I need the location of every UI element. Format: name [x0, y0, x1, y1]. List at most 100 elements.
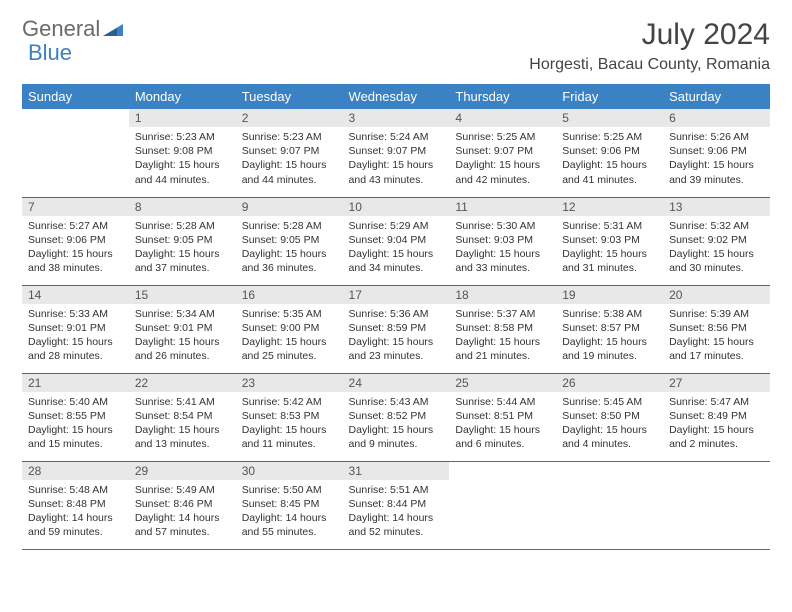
weekday-header: Tuesday [236, 84, 343, 109]
calendar-cell: 27Sunrise: 5:47 AMSunset: 8:49 PMDayligh… [663, 373, 770, 461]
weekday-header: Monday [129, 84, 236, 109]
calendar-cell: 21Sunrise: 5:40 AMSunset: 8:55 PMDayligh… [22, 373, 129, 461]
logo-text-1: General [22, 18, 100, 40]
day-number: 21 [22, 374, 129, 392]
header: General July 2024 Horgesti, Bacau County… [22, 18, 770, 74]
day-number: 9 [236, 198, 343, 216]
calendar-cell: 23Sunrise: 5:42 AMSunset: 8:53 PMDayligh… [236, 373, 343, 461]
day-number: 19 [556, 286, 663, 304]
day-details: Sunrise: 5:28 AMSunset: 9:05 PMDaylight:… [129, 216, 236, 280]
calendar-cell: 22Sunrise: 5:41 AMSunset: 8:54 PMDayligh… [129, 373, 236, 461]
day-details: Sunrise: 5:49 AMSunset: 8:46 PMDaylight:… [129, 480, 236, 544]
calendar-cell: 28Sunrise: 5:48 AMSunset: 8:48 PMDayligh… [22, 461, 129, 549]
day-details: Sunrise: 5:33 AMSunset: 9:01 PMDaylight:… [22, 304, 129, 368]
calendar-cell: 20Sunrise: 5:39 AMSunset: 8:56 PMDayligh… [663, 285, 770, 373]
weekday-header: Sunday [22, 84, 129, 109]
day-number: 22 [129, 374, 236, 392]
weekday-header: Saturday [663, 84, 770, 109]
calendar-cell: 2Sunrise: 5:23 AMSunset: 9:07 PMDaylight… [236, 109, 343, 197]
calendar-row: 28Sunrise: 5:48 AMSunset: 8:48 PMDayligh… [22, 461, 770, 549]
calendar-cell: . [449, 461, 556, 549]
day-number: 29 [129, 462, 236, 480]
day-details: Sunrise: 5:40 AMSunset: 8:55 PMDaylight:… [22, 392, 129, 456]
day-details: Sunrise: 5:25 AMSunset: 9:06 PMDaylight:… [556, 127, 663, 191]
day-number: 5 [556, 109, 663, 127]
day-number: 17 [343, 286, 450, 304]
calendar-cell: 15Sunrise: 5:34 AMSunset: 9:01 PMDayligh… [129, 285, 236, 373]
day-number: 16 [236, 286, 343, 304]
day-number: 1 [129, 109, 236, 127]
weekday-header: Thursday [449, 84, 556, 109]
day-details: Sunrise: 5:23 AMSunset: 9:07 PMDaylight:… [236, 127, 343, 191]
calendar-cell: 19Sunrise: 5:38 AMSunset: 8:57 PMDayligh… [556, 285, 663, 373]
calendar-cell: 24Sunrise: 5:43 AMSunset: 8:52 PMDayligh… [343, 373, 450, 461]
day-details: Sunrise: 5:43 AMSunset: 8:52 PMDaylight:… [343, 392, 450, 456]
day-details: Sunrise: 5:32 AMSunset: 9:02 PMDaylight:… [663, 216, 770, 280]
day-details: Sunrise: 5:31 AMSunset: 9:03 PMDaylight:… [556, 216, 663, 280]
day-number: 12 [556, 198, 663, 216]
calendar-cell: . [22, 109, 129, 197]
calendar-cell: 18Sunrise: 5:37 AMSunset: 8:58 PMDayligh… [449, 285, 556, 373]
day-details: Sunrise: 5:38 AMSunset: 8:57 PMDaylight:… [556, 304, 663, 368]
calendar-cell: 30Sunrise: 5:50 AMSunset: 8:45 PMDayligh… [236, 461, 343, 549]
weekday-header: Wednesday [343, 84, 450, 109]
day-number: 15 [129, 286, 236, 304]
day-number: 3 [343, 109, 450, 127]
calendar-cell: 6Sunrise: 5:26 AMSunset: 9:06 PMDaylight… [663, 109, 770, 197]
calendar-cell: 10Sunrise: 5:29 AMSunset: 9:04 PMDayligh… [343, 197, 450, 285]
day-details: Sunrise: 5:44 AMSunset: 8:51 PMDaylight:… [449, 392, 556, 456]
day-details: Sunrise: 5:23 AMSunset: 9:08 PMDaylight:… [129, 127, 236, 191]
logo: General [22, 18, 123, 40]
month-title: July 2024 [529, 18, 770, 52]
calendar-cell: 25Sunrise: 5:44 AMSunset: 8:51 PMDayligh… [449, 373, 556, 461]
day-number: 31 [343, 462, 450, 480]
calendar-cell: 13Sunrise: 5:32 AMSunset: 9:02 PMDayligh… [663, 197, 770, 285]
calendar-cell: 4Sunrise: 5:25 AMSunset: 9:07 PMDaylight… [449, 109, 556, 197]
day-number: 30 [236, 462, 343, 480]
day-number: 26 [556, 374, 663, 392]
calendar-cell: 31Sunrise: 5:51 AMSunset: 8:44 PMDayligh… [343, 461, 450, 549]
day-details: Sunrise: 5:28 AMSunset: 9:05 PMDaylight:… [236, 216, 343, 280]
day-number: 13 [663, 198, 770, 216]
calendar-cell: 29Sunrise: 5:49 AMSunset: 8:46 PMDayligh… [129, 461, 236, 549]
weekday-header: Friday [556, 84, 663, 109]
calendar-table: SundayMondayTuesdayWednesdayThursdayFrid… [22, 84, 770, 550]
day-details: Sunrise: 5:41 AMSunset: 8:54 PMDaylight:… [129, 392, 236, 456]
calendar-row: 7Sunrise: 5:27 AMSunset: 9:06 PMDaylight… [22, 197, 770, 285]
day-details: Sunrise: 5:30 AMSunset: 9:03 PMDaylight:… [449, 216, 556, 280]
day-details: Sunrise: 5:47 AMSunset: 8:49 PMDaylight:… [663, 392, 770, 456]
day-number: 11 [449, 198, 556, 216]
day-details: Sunrise: 5:37 AMSunset: 8:58 PMDaylight:… [449, 304, 556, 368]
day-number: 23 [236, 374, 343, 392]
calendar-head: SundayMondayTuesdayWednesdayThursdayFrid… [22, 84, 770, 109]
day-number: 18 [449, 286, 556, 304]
calendar-cell: 5Sunrise: 5:25 AMSunset: 9:06 PMDaylight… [556, 109, 663, 197]
calendar-cell: . [556, 461, 663, 549]
day-number: 20 [663, 286, 770, 304]
day-details: Sunrise: 5:42 AMSunset: 8:53 PMDaylight:… [236, 392, 343, 456]
calendar-cell: 8Sunrise: 5:28 AMSunset: 9:05 PMDaylight… [129, 197, 236, 285]
calendar-cell: 14Sunrise: 5:33 AMSunset: 9:01 PMDayligh… [22, 285, 129, 373]
day-number: 14 [22, 286, 129, 304]
day-details: Sunrise: 5:48 AMSunset: 8:48 PMDaylight:… [22, 480, 129, 544]
calendar-cell: . [663, 461, 770, 549]
day-details: Sunrise: 5:27 AMSunset: 9:06 PMDaylight:… [22, 216, 129, 280]
calendar-row: .1Sunrise: 5:23 AMSunset: 9:08 PMDayligh… [22, 109, 770, 197]
calendar-cell: 3Sunrise: 5:24 AMSunset: 9:07 PMDaylight… [343, 109, 450, 197]
day-details: Sunrise: 5:25 AMSunset: 9:07 PMDaylight:… [449, 127, 556, 191]
day-details: Sunrise: 5:51 AMSunset: 8:44 PMDaylight:… [343, 480, 450, 544]
day-number: 2 [236, 109, 343, 127]
day-number: 6 [663, 109, 770, 127]
day-number: 25 [449, 374, 556, 392]
day-number: 28 [22, 462, 129, 480]
logo-icon [103, 18, 123, 40]
day-number: 7 [22, 198, 129, 216]
day-details: Sunrise: 5:24 AMSunset: 9:07 PMDaylight:… [343, 127, 450, 191]
calendar-cell: 1Sunrise: 5:23 AMSunset: 9:08 PMDaylight… [129, 109, 236, 197]
day-details: Sunrise: 5:29 AMSunset: 9:04 PMDaylight:… [343, 216, 450, 280]
day-details: Sunrise: 5:26 AMSunset: 9:06 PMDaylight:… [663, 127, 770, 191]
calendar-row: 21Sunrise: 5:40 AMSunset: 8:55 PMDayligh… [22, 373, 770, 461]
day-number: 27 [663, 374, 770, 392]
calendar-cell: 12Sunrise: 5:31 AMSunset: 9:03 PMDayligh… [556, 197, 663, 285]
day-details: Sunrise: 5:50 AMSunset: 8:45 PMDaylight:… [236, 480, 343, 544]
